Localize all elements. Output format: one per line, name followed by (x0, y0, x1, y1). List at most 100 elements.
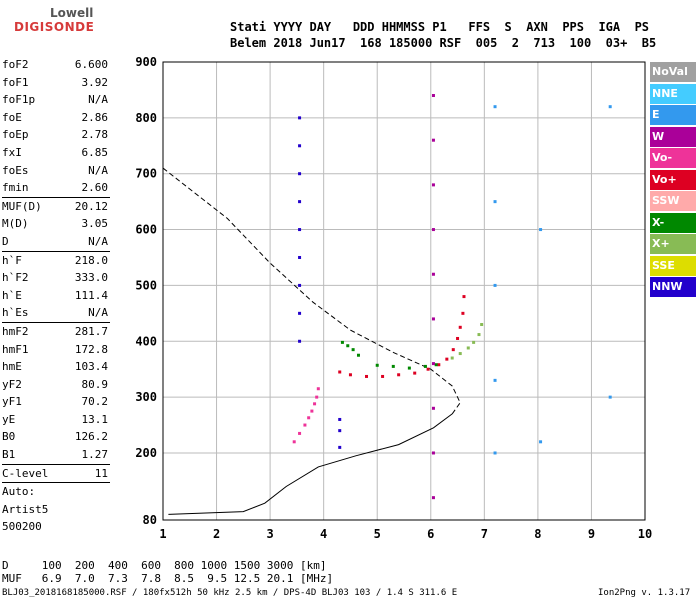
param-row: D N/A (2, 233, 110, 251)
param-label: h`Es (2, 306, 29, 320)
param-row: Auto: (2, 483, 110, 501)
param-row: 500200 (2, 518, 110, 536)
echo-point (493, 378, 497, 382)
param-label: MUF(D) (2, 199, 42, 213)
echo-point (298, 283, 302, 287)
x-tick-label: 10 (638, 527, 652, 541)
param-value: N/A (88, 234, 108, 248)
param-value: 103.4 (74, 360, 108, 374)
param-value: 172.8 (74, 342, 108, 356)
muf-row: MUF 6.9 7.0 7.3 7.8 8.5 9.5 12.5 20.1 [M… (2, 572, 334, 585)
param-label: foF2 (2, 58, 29, 71)
param-separator (2, 321, 110, 323)
param-row: fxI 6.85 (2, 144, 110, 162)
param-row: h`E 111.4 (2, 287, 110, 305)
echo-point (338, 417, 342, 421)
echo-point (397, 373, 401, 377)
echo-point (316, 387, 320, 391)
echo-point (307, 416, 311, 420)
param-label: D (2, 234, 9, 248)
y-tick-label: 700 (135, 167, 157, 181)
legend-item: SSW (650, 191, 696, 211)
header-labels: Stati YYYY DAY DDD HHMMSS P1 FFS S AXN P… (230, 20, 650, 34)
param-label: foEp (2, 128, 29, 142)
param-value: 6.600 (74, 58, 108, 71)
echo-point (348, 373, 352, 377)
param-row: hmE 103.4 (2, 358, 110, 376)
echo-point (472, 340, 476, 344)
echo-point (423, 364, 427, 368)
y-tick-label: 80 (143, 513, 157, 527)
param-row: B0 126.2 (2, 428, 110, 446)
x-tick-label: 5 (374, 527, 381, 541)
param-label: foEs (2, 163, 29, 177)
echo-point (365, 374, 369, 378)
echo-point (298, 339, 302, 343)
legend: NoVal NNE E W Vo- Vo+ SSW X- X+ SSE NNW (650, 62, 696, 299)
density-profile-dashed (162, 167, 461, 415)
echo-point (298, 200, 302, 204)
legend-item: Vo+ (650, 169, 696, 190)
y-tick-label: 300 (135, 390, 157, 404)
echo-point (431, 496, 435, 500)
parameter-panel: foF2 6.600 foF1 3.92 foF1p N/A foE 2.86 foEp 2.78… (2, 56, 110, 536)
param-separator (2, 463, 110, 465)
param-label: 500200 (2, 520, 42, 534)
param-row: yE 13.1 (2, 411, 110, 429)
echo-point (461, 311, 465, 315)
param-value: 126.2 (74, 430, 108, 444)
echo-point (458, 325, 462, 329)
param-label: M(D) (2, 217, 29, 231)
param-label: C-level (2, 466, 49, 480)
x-tick-label: 6 (427, 527, 434, 541)
param-label: h`E (2, 288, 22, 302)
echo-point (462, 295, 466, 299)
echo-point (381, 374, 385, 378)
param-label: hmF2 (2, 324, 29, 338)
echo-point (298, 144, 302, 148)
echo-point (407, 366, 411, 370)
param-row: C-level 11 (2, 465, 110, 483)
param-value: 80.9 (81, 377, 109, 391)
echo-point (458, 352, 462, 356)
param-row: foEs N/A (2, 162, 110, 180)
echo-point (466, 346, 470, 350)
echo-point (437, 363, 441, 367)
param-label: yE (2, 412, 16, 426)
x-tick-label: 9 (588, 527, 595, 541)
legend-item: NoVal (650, 62, 696, 82)
echo-point (434, 363, 438, 367)
echo-point (298, 431, 302, 435)
echo-point (356, 353, 360, 357)
logo-line2: DIGISONDE (14, 20, 95, 34)
param-value: 333.0 (74, 271, 108, 285)
param-separator (2, 196, 110, 198)
param-row: M(D) 3.05 (2, 215, 110, 233)
param-row: fmin 2.60 (2, 179, 110, 197)
param-value: N/A (88, 306, 108, 320)
param-row: h`F 218.0 (2, 252, 110, 270)
echo-point (431, 451, 435, 455)
echo-point (431, 317, 435, 321)
file-info: BLJ03_2018168185000.RSF / 180fx512h 50 k… (2, 588, 458, 598)
echo-point (431, 228, 435, 232)
param-value: 70.2 (81, 395, 109, 409)
echo-point (298, 311, 302, 315)
y-tick-label: 200 (135, 446, 157, 460)
param-value: 281.7 (74, 324, 108, 338)
echo-point (431, 406, 435, 410)
echo-point (493, 200, 497, 204)
y-tick-label: 900 (135, 55, 157, 69)
y-tick-label: 800 (135, 111, 157, 125)
legend-item: W (650, 126, 696, 147)
echo-point (539, 228, 543, 232)
y-tick-label: 400 (135, 334, 157, 348)
echo-point (298, 116, 302, 120)
param-row: h`F2 333.0 (2, 269, 110, 287)
param-row: B1 1.27 (2, 446, 110, 464)
echo-point (477, 333, 481, 337)
echo-point (338, 370, 342, 374)
echo-point (451, 348, 455, 352)
echo-point (431, 183, 435, 187)
echo-point (391, 364, 395, 368)
